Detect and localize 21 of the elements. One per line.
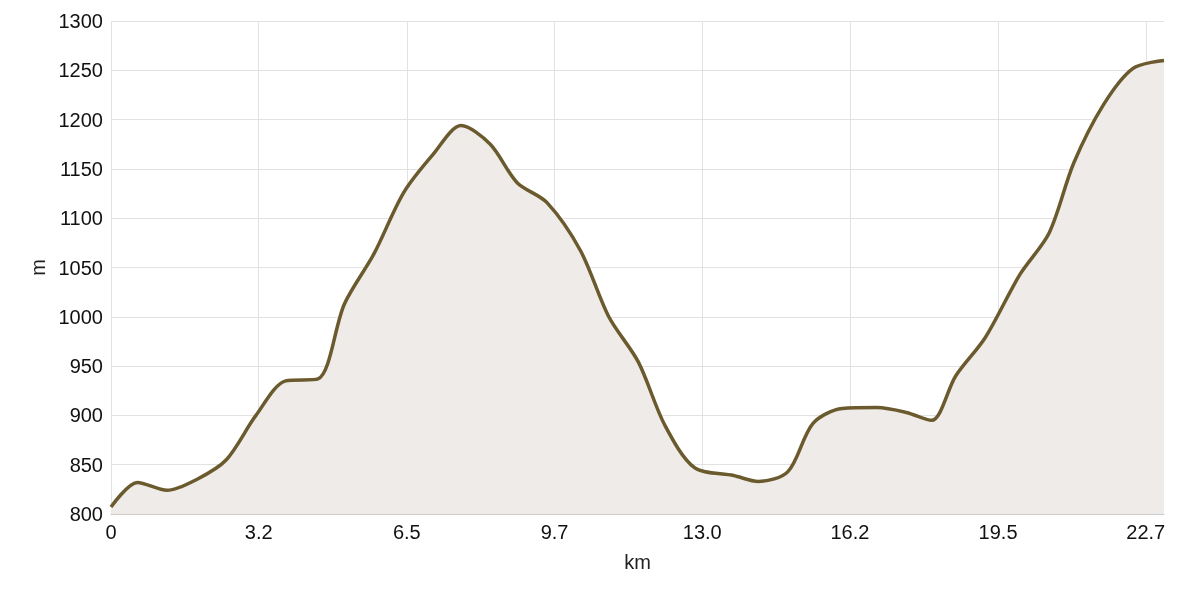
- x-axis-title: km: [624, 551, 651, 573]
- y-tick-label: 1300: [58, 10, 103, 32]
- x-tick-label: 6.5: [392, 521, 421, 543]
- y-tick-label: 1100: [59, 207, 103, 230]
- y-tick-label: 1200: [58, 108, 103, 131]
- x-tick-label: 16.2: [830, 521, 870, 543]
- y-tick-label: 1250: [58, 59, 103, 82]
- x-tick-label: 3.2: [244, 521, 273, 543]
- y-tick-label: 800: [69, 503, 103, 525]
- x-tick-label: 0: [105, 521, 117, 543]
- y-tick-label: 1050: [58, 256, 103, 279]
- y-tick-label: 900: [69, 404, 103, 427]
- x-tick-label: 9.7: [540, 521, 569, 543]
- y-tick-label: 850: [69, 453, 103, 476]
- y-axis-title: m: [26, 259, 49, 276]
- x-tick-label: 19.5: [978, 521, 1018, 543]
- y-tick-label: 950: [69, 355, 103, 378]
- x-tick-label: 13.0: [682, 521, 722, 543]
- x-tick-label: 22.7: [1126, 521, 1166, 543]
- y-tick-label: 1150: [59, 157, 103, 180]
- y-tick-label: 1000: [58, 305, 103, 328]
